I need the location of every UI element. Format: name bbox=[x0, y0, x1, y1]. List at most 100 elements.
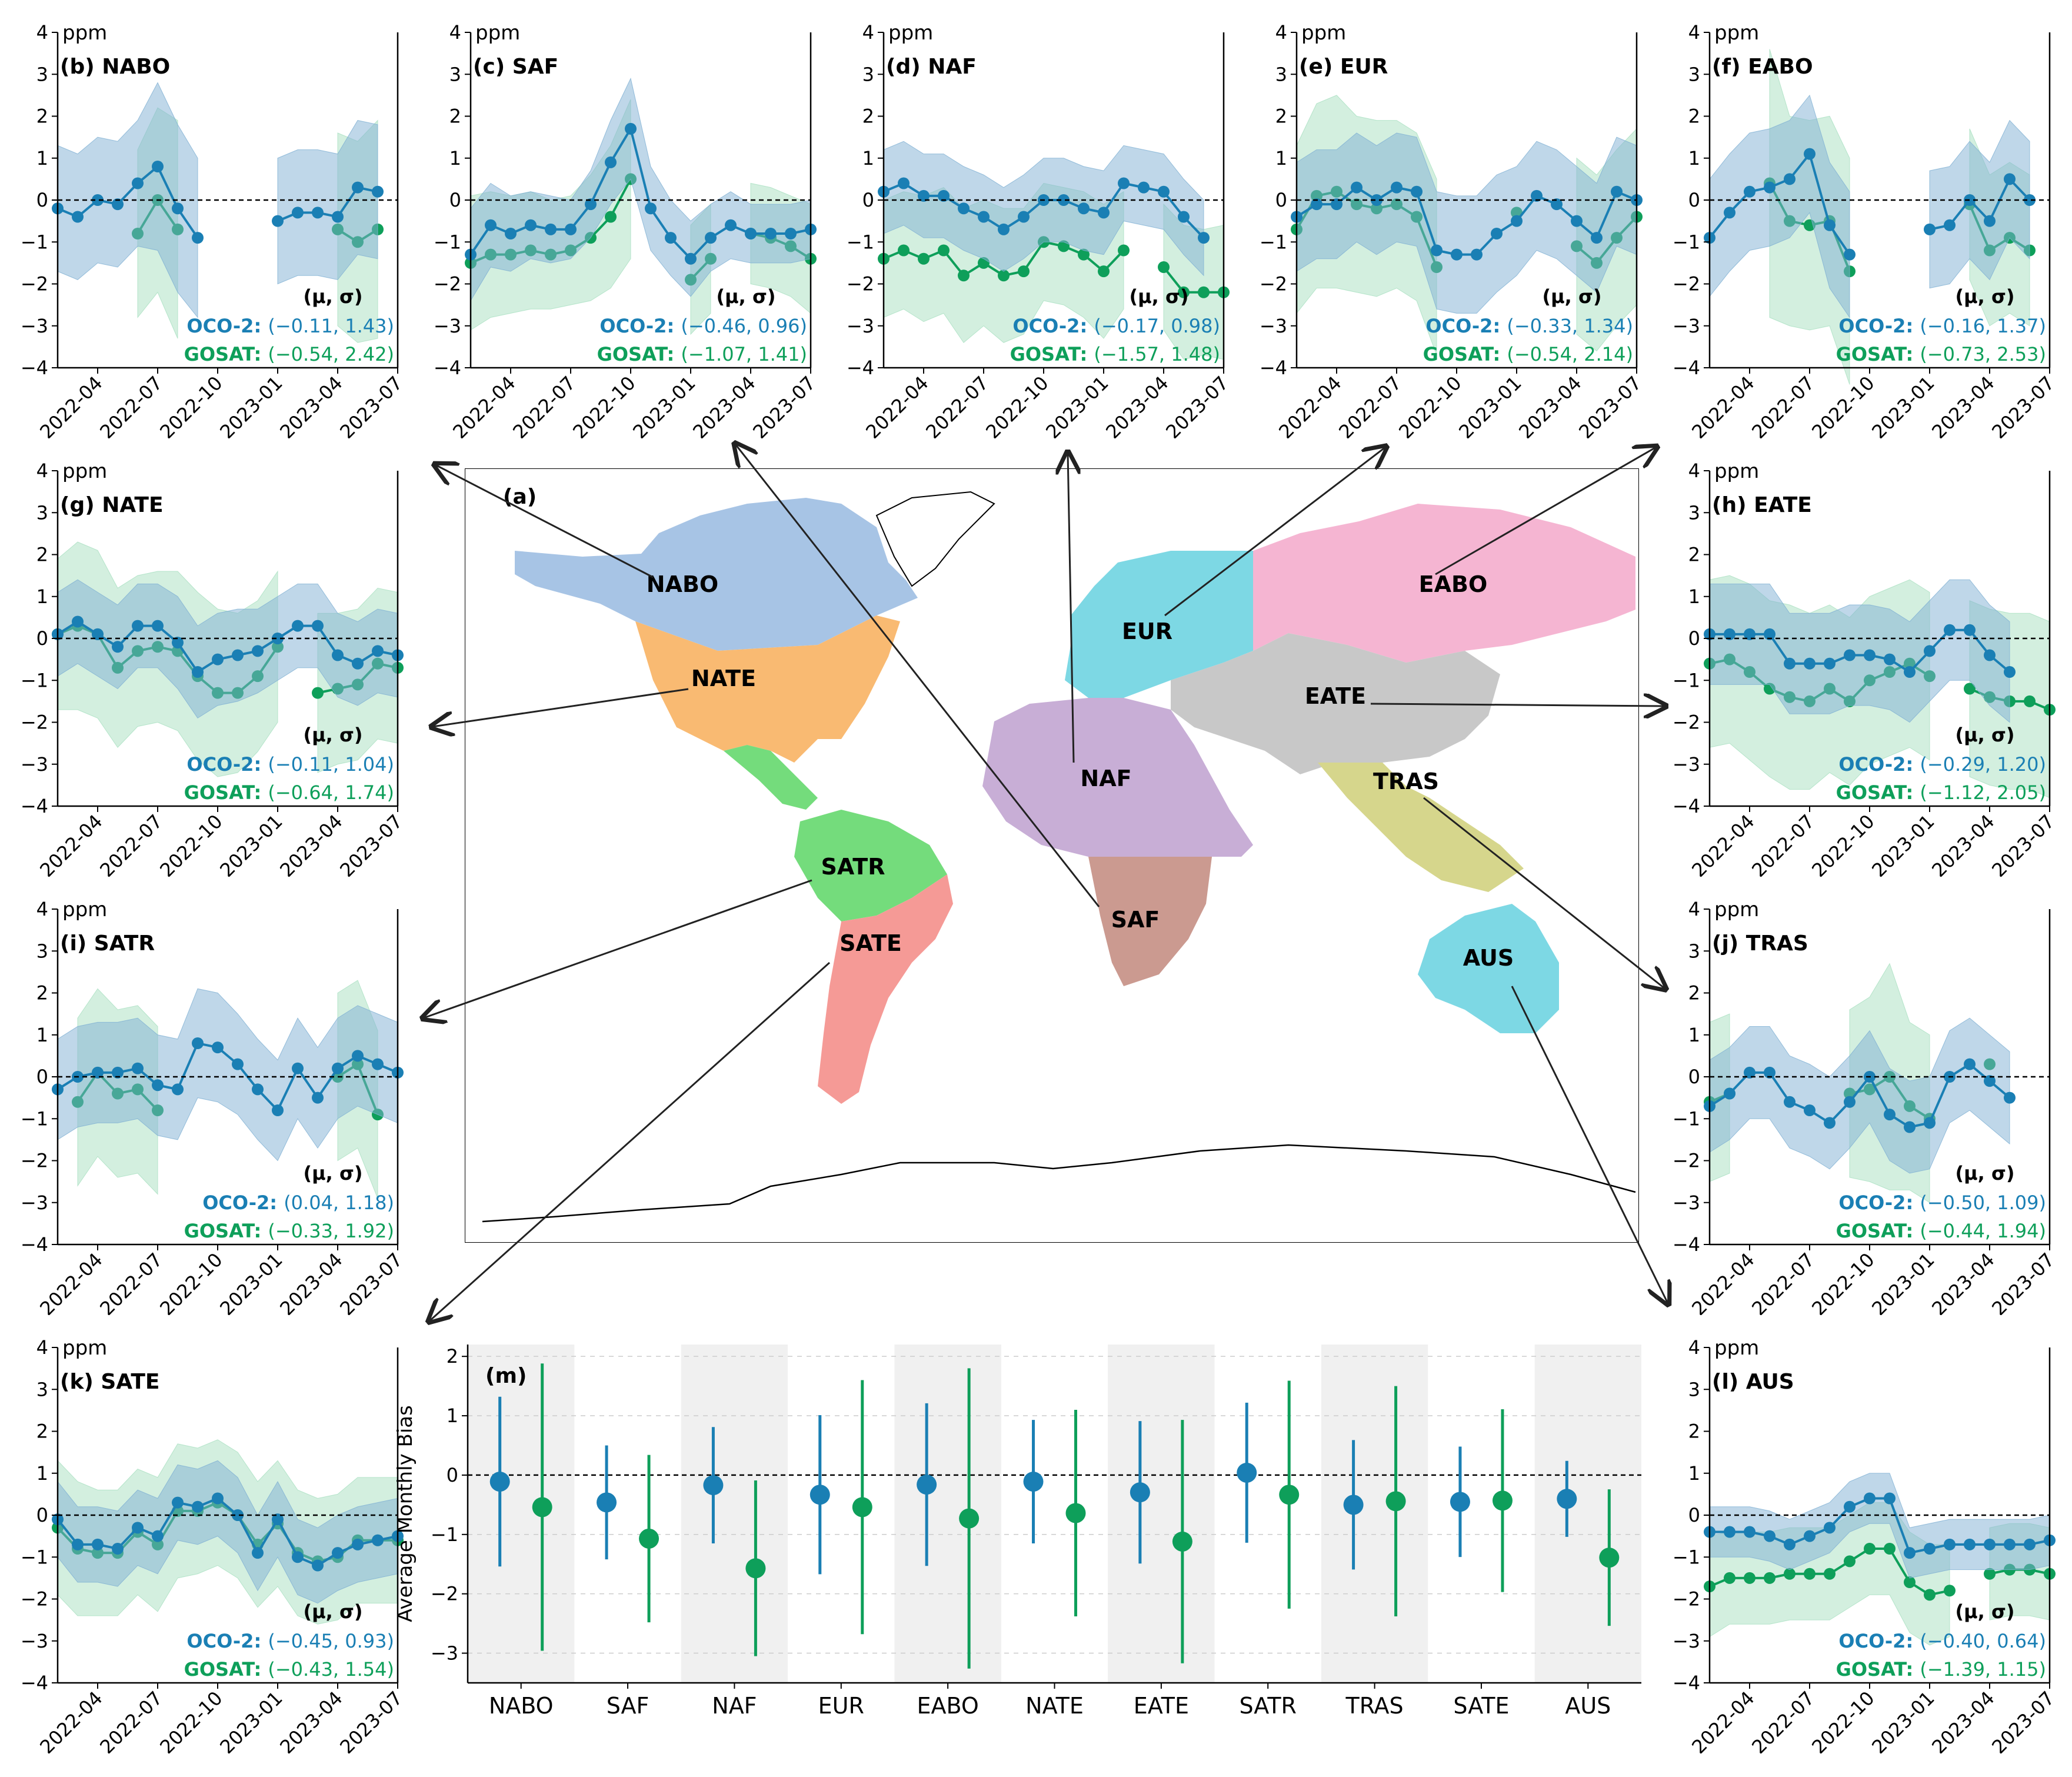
y-tick-label: 1 bbox=[36, 147, 48, 169]
gosat-mean-point bbox=[1172, 1531, 1192, 1552]
oco2-point bbox=[2024, 194, 2036, 206]
y-tick-label: 0 bbox=[1688, 189, 1700, 211]
x-tick-label: 2023-07 bbox=[1987, 810, 2058, 877]
gosat-point bbox=[2024, 695, 2036, 707]
oco2-point bbox=[1198, 232, 1210, 244]
y-tick-label: 2 bbox=[449, 105, 461, 128]
oco2-point bbox=[2004, 1092, 2016, 1104]
oco-2-mean-point bbox=[1343, 1495, 1364, 1515]
gosat-stat: GOSAT: (−0.43, 1.54) bbox=[184, 1658, 394, 1681]
oco2-point bbox=[312, 1092, 324, 1104]
oco2-line bbox=[1710, 628, 2011, 674]
oco2-point bbox=[1844, 1096, 1856, 1108]
gosat-point bbox=[918, 252, 930, 265]
y-tick-label: 2 bbox=[36, 105, 48, 128]
gosat-stat: GOSAT: (−1.39, 1.15) bbox=[1836, 1658, 2046, 1681]
y-tick-label: 3 bbox=[36, 1378, 48, 1400]
oco2-point bbox=[1744, 1526, 1755, 1538]
oco2-band bbox=[883, 141, 1204, 277]
oco2-stat: OCO-2: (−0.50, 1.09) bbox=[1838, 1192, 2046, 1214]
y-tick-label: −3 bbox=[21, 1192, 48, 1214]
oco2-point bbox=[212, 1492, 224, 1505]
oco2-stat: OCO-2: (−0.17, 0.98) bbox=[1012, 315, 1220, 337]
gosat-line bbox=[1162, 266, 1224, 294]
gosat-point bbox=[1924, 1589, 1936, 1601]
oco2-point bbox=[1764, 1530, 1775, 1542]
y-tick-label: −4 bbox=[21, 795, 48, 817]
gosat-point bbox=[998, 269, 1010, 282]
gosat-mean-point bbox=[1065, 1503, 1086, 1523]
oco2-point bbox=[252, 1083, 264, 1096]
gosat-point bbox=[958, 269, 970, 282]
x-tick-label: 2023-07 bbox=[748, 372, 820, 438]
y-tick-label: 4 bbox=[36, 898, 48, 920]
y-tick-label: 3 bbox=[36, 940, 48, 962]
oco2-point bbox=[1904, 1121, 1916, 1133]
oco2-point bbox=[2004, 666, 2016, 678]
y-tick-label: −2 bbox=[21, 711, 48, 734]
y-tick-label: 1 bbox=[36, 585, 48, 608]
y-tick-label: −3 bbox=[1260, 315, 1287, 337]
panel-d: −4−3−2−1012342022-042022-072022-102023-0… bbox=[847, 21, 1233, 438]
oco2-point bbox=[172, 1496, 184, 1509]
oco-2-mean-point bbox=[1557, 1489, 1577, 1509]
oco2-point bbox=[1884, 1492, 1896, 1505]
oco2-point bbox=[132, 620, 144, 632]
y-tick-label: 2 bbox=[36, 544, 48, 566]
panel-title: (d) NAF bbox=[886, 55, 977, 79]
y-tick-label: −1 bbox=[1673, 669, 1700, 691]
y-tick-label: −3 bbox=[21, 1630, 48, 1652]
oco2-point bbox=[372, 1534, 384, 1546]
oco2-point bbox=[605, 156, 617, 168]
y-tick-label: −1 bbox=[21, 231, 48, 253]
region-label-eur: EUR bbox=[1122, 618, 1172, 644]
gosat-point bbox=[1724, 1572, 1735, 1584]
y-unit: ppm bbox=[1714, 898, 1759, 921]
y-tick-label: −2 bbox=[21, 1150, 48, 1172]
gosat-point bbox=[1018, 265, 1030, 278]
oco2-point bbox=[1058, 194, 1070, 206]
oco2-point bbox=[332, 1062, 344, 1074]
gosat-point bbox=[1944, 1585, 1956, 1597]
y-tick-label: −4 bbox=[21, 1233, 48, 1256]
oco2-point bbox=[1824, 1522, 1836, 1534]
gosat-mean-point bbox=[1385, 1491, 1406, 1512]
y-tick-label: −2 bbox=[21, 1588, 48, 1610]
gosat-mean-point bbox=[852, 1497, 872, 1518]
stats-header: (μ, σ) bbox=[303, 1162, 362, 1184]
oco2-point bbox=[272, 1104, 284, 1116]
oco2-point bbox=[112, 198, 124, 211]
oco2-stat: OCO-2: (−0.29, 1.20) bbox=[1838, 753, 2046, 776]
oco2-point bbox=[1591, 232, 1603, 244]
oco2-point bbox=[312, 620, 324, 632]
y-tick-label: −4 bbox=[1673, 1233, 1700, 1256]
region-label-sate: SATE bbox=[840, 930, 902, 956]
gosat-point bbox=[1844, 1555, 1856, 1568]
x-tick-label: 2023-07 bbox=[1574, 372, 1645, 438]
oco2-point bbox=[565, 223, 577, 235]
y-tick-label: −3 bbox=[1673, 1630, 1700, 1652]
oco2-point bbox=[352, 181, 364, 194]
region-saf bbox=[1088, 857, 1212, 986]
y-tick-label: −3 bbox=[21, 315, 48, 337]
oco2-point bbox=[665, 232, 677, 244]
y-tick-label: 2 bbox=[1688, 1420, 1700, 1443]
oco2-point bbox=[765, 228, 777, 239]
y-tick-label: −4 bbox=[21, 1672, 48, 1694]
panel-title: (b) NABO bbox=[60, 55, 170, 79]
oco2-point bbox=[92, 1066, 104, 1079]
panel-j: −4−3−2−1012342022-042022-072022-102023-0… bbox=[1673, 898, 2059, 1315]
y-tick-label: 3 bbox=[862, 63, 874, 85]
y-tick-label: 0 bbox=[1688, 1066, 1700, 1088]
oco2-point bbox=[2024, 1538, 2036, 1550]
oco2-point bbox=[92, 194, 104, 206]
stats-header: (μ, σ) bbox=[1129, 285, 1188, 308]
y-unit: ppm bbox=[1301, 21, 1346, 45]
oco2-point bbox=[1944, 624, 1956, 636]
oco2-point bbox=[1964, 624, 1976, 636]
y-tick-label: 4 bbox=[449, 21, 461, 44]
x-tick-label: 2023-07 bbox=[335, 372, 407, 438]
y-tick-label: 3 bbox=[1275, 63, 1287, 85]
y-tick-label: −1 bbox=[21, 669, 48, 691]
y-tick-label: 4 bbox=[36, 460, 48, 482]
